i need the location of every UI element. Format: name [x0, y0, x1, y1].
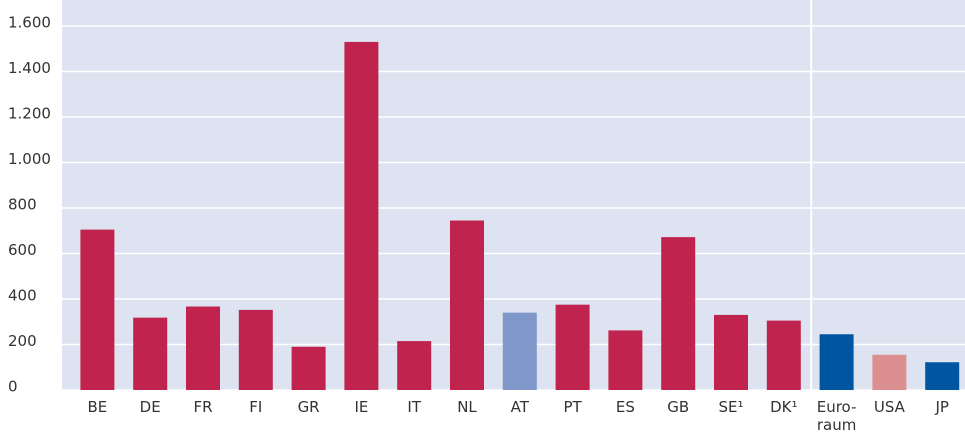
x-tick-label: Euro- raum — [816, 398, 857, 434]
x-tick-label: AT — [510, 398, 529, 416]
x-tick-label: GR — [297, 398, 320, 416]
bar — [186, 306, 220, 390]
y-tick-label: 800 — [8, 196, 37, 214]
bar — [608, 330, 643, 390]
bar — [661, 237, 696, 390]
x-tick-label: ES — [615, 398, 635, 416]
bar — [291, 346, 326, 390]
bar — [80, 229, 115, 390]
y-tick-label: 400 — [8, 287, 37, 305]
y-tick-label: 600 — [8, 241, 37, 259]
y-tick-label: 200 — [8, 332, 37, 350]
x-tick-label: DK¹ — [770, 398, 798, 416]
x-tick-label: GB — [667, 398, 690, 416]
x-tick-label: FI — [249, 398, 263, 416]
bar — [397, 341, 432, 390]
bar — [344, 41, 379, 391]
y-tick-label: 1.400 — [8, 59, 51, 77]
x-tick-label: USA — [873, 398, 905, 416]
y-tick-label: 1.000 — [8, 150, 51, 168]
x-tick-label: PT — [563, 398, 582, 416]
bar — [555, 304, 590, 390]
bar — [766, 320, 801, 390]
bar — [925, 362, 960, 390]
bar — [502, 312, 537, 390]
x-tick-label: FR — [193, 398, 213, 416]
y-tick-label: 0 — [8, 378, 18, 396]
x-tick-label: SE¹ — [718, 398, 744, 416]
y-tick-label: 1.200 — [8, 105, 51, 123]
bar — [133, 317, 168, 390]
bar — [714, 314, 748, 390]
x-tick-label: NL — [457, 398, 477, 416]
x-tick-label: IT — [407, 398, 421, 416]
bar — [238, 309, 273, 390]
x-tick-label: BE — [87, 398, 108, 416]
x-tick-label: IE — [354, 398, 369, 416]
bar — [872, 354, 907, 390]
bar — [450, 220, 484, 390]
x-tick-label: JP — [935, 398, 949, 416]
x-tick-label: DE — [139, 398, 161, 416]
bar — [819, 334, 854, 390]
y-tick-label: 1.600 — [8, 14, 51, 32]
